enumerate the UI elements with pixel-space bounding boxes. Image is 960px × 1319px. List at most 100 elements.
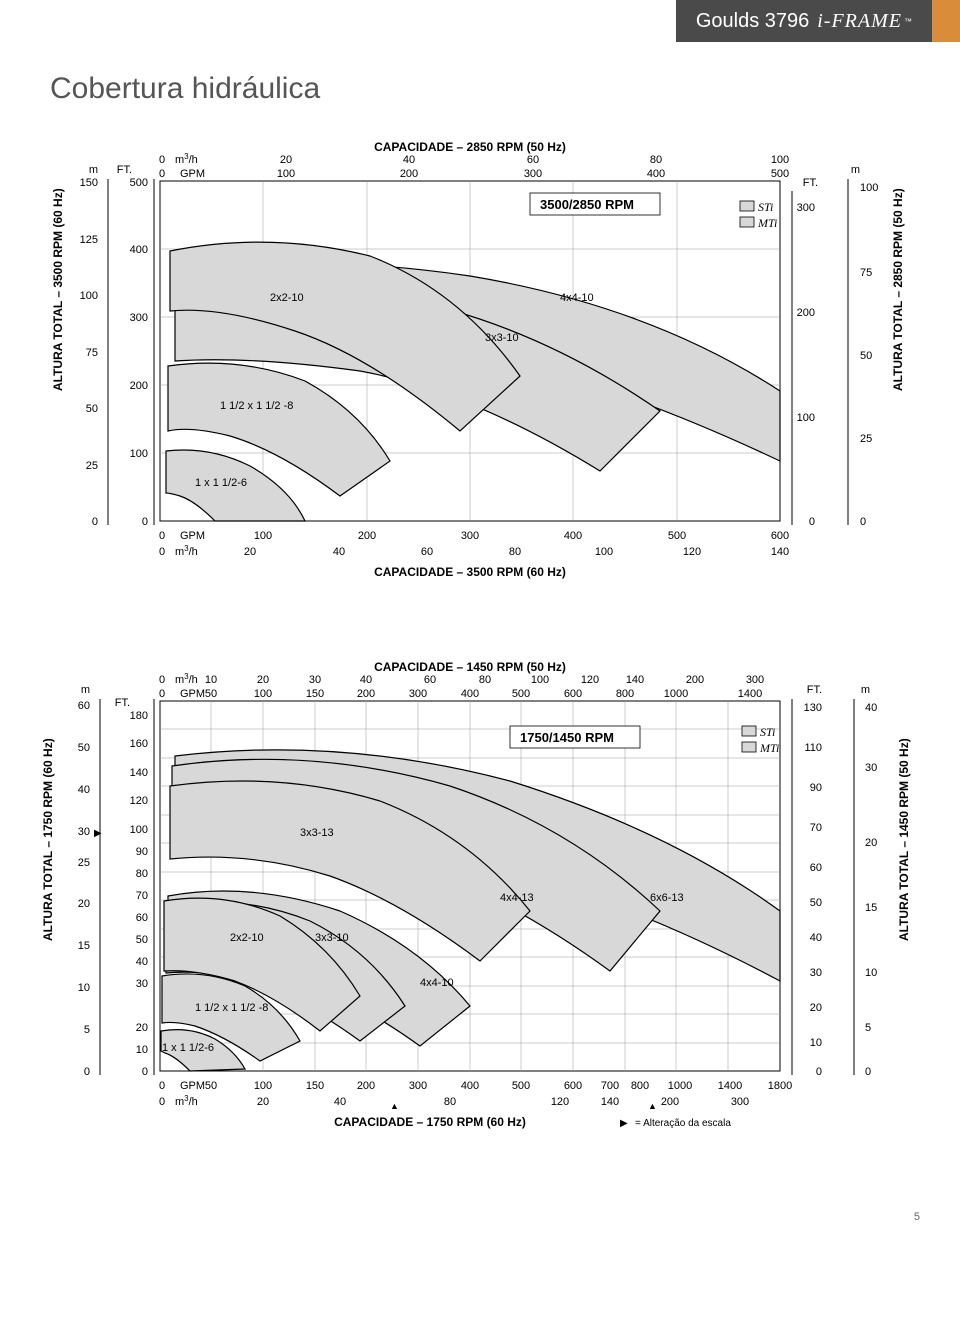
svg-text:80: 80 xyxy=(479,674,491,686)
svg-text:0: 0 xyxy=(142,1066,148,1078)
svg-text:20: 20 xyxy=(257,674,269,686)
svg-text:0: 0 xyxy=(159,1080,165,1092)
label-4x4-10: 4x4-10 xyxy=(560,292,594,304)
label-3x3-10-2: 3x3-10 xyxy=(315,932,349,944)
svg-text:60: 60 xyxy=(136,912,148,924)
svg-text:10: 10 xyxy=(78,982,90,994)
svg-text:25: 25 xyxy=(86,460,98,472)
ylabel-left: ALTURA TOTAL – 3500 RPM (60 Hz) xyxy=(51,188,65,391)
y-right-2: m FT. 40 30 20 15 10 5 0 130 110 90 70 6… xyxy=(792,684,877,1078)
svg-text:10: 10 xyxy=(865,967,877,979)
svg-text:60: 60 xyxy=(78,700,90,712)
svg-text:25: 25 xyxy=(860,433,872,445)
svg-text:50: 50 xyxy=(78,742,90,754)
svg-text:m: m xyxy=(861,684,870,696)
svg-text:500: 500 xyxy=(512,688,530,700)
svg-text:140: 140 xyxy=(626,674,644,686)
svg-text:100: 100 xyxy=(130,448,148,460)
svg-text:30: 30 xyxy=(136,978,148,990)
svg-text:60: 60 xyxy=(424,674,436,686)
svg-text:100: 100 xyxy=(797,412,815,424)
svg-text:100: 100 xyxy=(595,546,613,558)
svg-text:m3/h: m3/h xyxy=(175,1094,198,1108)
svg-text:m: m xyxy=(81,684,90,696)
svg-text:0: 0 xyxy=(159,1096,165,1108)
scale-note: ▶ = Alteração da escala xyxy=(620,1118,731,1129)
svg-text:400: 400 xyxy=(461,1080,479,1092)
svg-text:▶: ▶ xyxy=(94,828,102,839)
label-6x6-13: 6x6-13 xyxy=(650,892,684,904)
svg-text:25: 25 xyxy=(78,857,90,869)
title-top: CAPACIDADE – 2850 RPM (50 Hz) xyxy=(374,140,566,154)
svg-text:200: 200 xyxy=(400,168,418,180)
svg-text:500: 500 xyxy=(130,177,148,189)
trademark: ™ xyxy=(904,17,912,26)
label-1x1.5-6-2: 1 x 1 1/2-6 xyxy=(162,1042,214,1054)
svg-text:300: 300 xyxy=(409,1080,427,1092)
svg-text:0: 0 xyxy=(84,1066,90,1078)
svg-text:100: 100 xyxy=(254,1080,272,1092)
svg-text:20: 20 xyxy=(810,1002,822,1014)
svg-text:40: 40 xyxy=(78,784,90,796)
svg-text:0: 0 xyxy=(159,154,165,166)
svg-text:GPM: GPM xyxy=(180,168,205,180)
svg-text:600: 600 xyxy=(564,1080,582,1092)
svg-text:50: 50 xyxy=(86,403,98,415)
legend-sti: STi xyxy=(758,200,773,214)
svg-text:800: 800 xyxy=(616,688,634,700)
label-4x4-10-2: 4x4-10 xyxy=(420,977,454,989)
svg-text:80: 80 xyxy=(650,154,662,166)
svg-text:100: 100 xyxy=(254,530,272,542)
svg-text:140: 140 xyxy=(601,1096,619,1108)
svg-text:40: 40 xyxy=(865,702,877,714)
svg-text:160: 160 xyxy=(130,738,148,750)
svg-text:90: 90 xyxy=(810,782,822,794)
chart-1750-1450: 3x3-13 4x4-13 6x6-13 2x2-10 3x3-10 4x4-1… xyxy=(30,651,930,1151)
svg-text:0: 0 xyxy=(159,168,165,180)
svg-text:500: 500 xyxy=(668,530,686,542)
svg-text:▶: ▶ xyxy=(620,1118,628,1129)
svg-text:1000: 1000 xyxy=(668,1080,692,1092)
title-bottom-2: CAPACIDADE – 1750 RPM (60 Hz) xyxy=(334,1115,526,1129)
svg-text:90: 90 xyxy=(136,846,148,858)
x-top: m3/h 0 20 40 60 80 100 GPM 0 100 200 300… xyxy=(159,152,789,180)
svg-text:150: 150 xyxy=(306,688,324,700)
svg-text:120: 120 xyxy=(683,546,701,558)
svg-text:15: 15 xyxy=(865,902,877,914)
svg-text:40: 40 xyxy=(136,956,148,968)
rpm-note-2: 1750/1450 RPM xyxy=(520,730,614,745)
svg-text:1400: 1400 xyxy=(718,1080,742,1092)
svg-text:1000: 1000 xyxy=(664,688,688,700)
svg-text:30: 30 xyxy=(865,762,877,774)
svg-text:200: 200 xyxy=(661,1096,679,1108)
svg-text:140: 140 xyxy=(771,546,789,558)
label-2x2-10: 2x2-10 xyxy=(270,292,304,304)
svg-text:0: 0 xyxy=(159,530,165,542)
svg-text:140: 140 xyxy=(130,767,148,779)
label-3x3-13: 3x3-13 xyxy=(300,827,334,839)
svg-text:60: 60 xyxy=(527,154,539,166)
svg-text:100: 100 xyxy=(531,674,549,686)
svg-text:300: 300 xyxy=(130,312,148,324)
svg-text:75: 75 xyxy=(860,267,872,279)
svg-text:0: 0 xyxy=(865,1066,871,1078)
y-left-2: m FT. 60 50 40 30 25 20 15 10 5 0 180 16… xyxy=(78,684,154,1078)
svg-text:300: 300 xyxy=(409,688,427,700)
rpm-note: 3500/2850 RPM xyxy=(540,197,634,212)
svg-text:1400: 1400 xyxy=(738,688,762,700)
svg-text:200: 200 xyxy=(686,674,704,686)
y-left: m FT. 150 125 100 75 50 25 0 500 400 300… xyxy=(80,164,154,528)
svg-text:m: m xyxy=(851,164,860,176)
page-title: Cobertura hidráulica xyxy=(50,72,960,106)
svg-text:15: 15 xyxy=(78,940,90,952)
label-2x2-10-2: 2x2-10 xyxy=(230,932,264,944)
svg-text:FT.: FT. xyxy=(807,684,822,696)
svg-text:m: m xyxy=(89,164,98,176)
label-4x4-13: 4x4-13 xyxy=(500,892,534,904)
label-3x3-10: 3x3-10 xyxy=(485,332,519,344)
svg-text:5: 5 xyxy=(84,1024,90,1036)
svg-text:700: 700 xyxy=(601,1080,619,1092)
svg-text:200: 200 xyxy=(357,688,375,700)
svg-text:0: 0 xyxy=(142,516,148,528)
svg-text:130: 130 xyxy=(804,702,822,714)
